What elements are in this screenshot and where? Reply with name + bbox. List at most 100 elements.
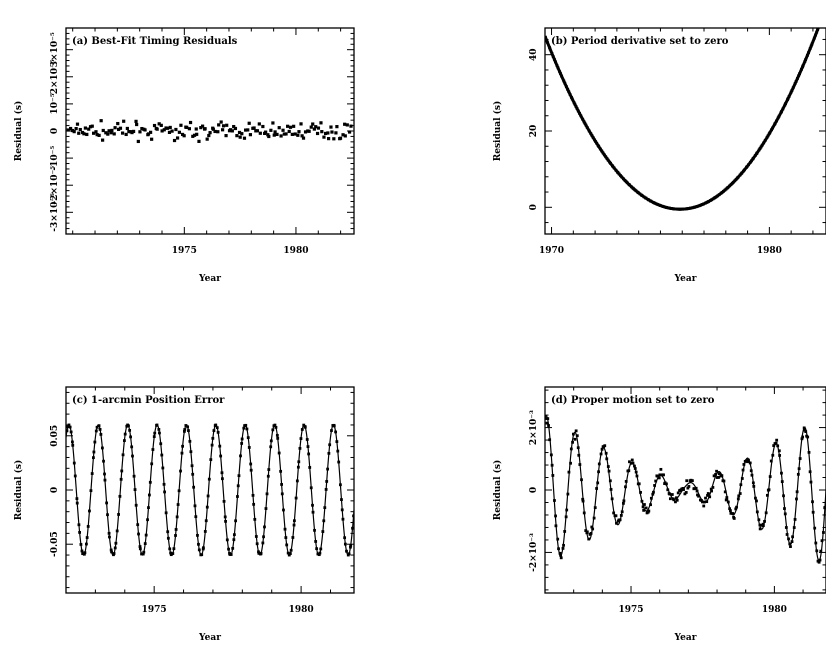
data-point xyxy=(775,438,779,442)
data-point xyxy=(773,122,777,126)
data-point xyxy=(780,480,784,484)
data-point xyxy=(554,524,558,528)
series-b xyxy=(545,28,820,211)
data-point xyxy=(199,126,203,130)
data-point xyxy=(589,532,593,535)
data-point xyxy=(604,155,608,159)
data-point xyxy=(102,459,105,463)
data-point xyxy=(319,121,323,125)
data-point xyxy=(230,129,234,133)
data-point xyxy=(88,509,91,513)
data-point xyxy=(157,428,161,431)
data-point xyxy=(784,526,788,529)
data-point xyxy=(605,457,609,461)
data-point xyxy=(644,196,648,200)
data-point xyxy=(775,119,778,123)
data-point xyxy=(714,473,718,476)
y-tick-label: 0 xyxy=(50,128,60,134)
data-point xyxy=(800,67,803,71)
data-point xyxy=(747,458,750,462)
data-point xyxy=(110,128,114,133)
data-point xyxy=(796,472,800,476)
data-point xyxy=(634,189,638,193)
data-point xyxy=(733,179,737,183)
data-point xyxy=(766,134,770,138)
data-point xyxy=(78,531,82,534)
data-point xyxy=(693,205,696,209)
data-point xyxy=(327,451,331,455)
series-a xyxy=(66,119,353,144)
data-point xyxy=(702,504,706,508)
data-point xyxy=(312,127,316,131)
data-point xyxy=(774,441,778,445)
data-point xyxy=(575,434,579,438)
data-point xyxy=(140,126,144,131)
data-point xyxy=(338,136,343,140)
data-point xyxy=(212,429,216,432)
data-point xyxy=(208,131,212,135)
data-point xyxy=(123,439,126,443)
panel-title: (a) Best-Fit Timing Residuals xyxy=(72,36,238,47)
data-point xyxy=(545,421,549,425)
data-point xyxy=(338,483,342,487)
data-point xyxy=(221,477,224,481)
data-point xyxy=(334,430,338,434)
data-point xyxy=(108,535,111,539)
data-point xyxy=(770,128,773,132)
data-point xyxy=(599,452,603,456)
data-point xyxy=(706,494,709,497)
data-point xyxy=(563,81,567,85)
data-point xyxy=(91,131,96,135)
data-point xyxy=(271,121,275,125)
data-point xyxy=(222,499,226,503)
data-point xyxy=(66,128,70,132)
data-point xyxy=(351,526,354,530)
data-point xyxy=(634,470,638,474)
data-point xyxy=(128,428,132,432)
data-point xyxy=(287,129,291,134)
data-point xyxy=(726,500,730,504)
data-point xyxy=(547,424,550,427)
data-point xyxy=(249,468,253,472)
data-point xyxy=(573,102,577,106)
data-point xyxy=(175,515,179,519)
data-point xyxy=(274,425,278,429)
data-point xyxy=(349,543,353,547)
data-point xyxy=(687,207,691,210)
data-point xyxy=(99,433,103,436)
data-point xyxy=(597,470,600,474)
data-point xyxy=(803,428,806,432)
data-point xyxy=(565,508,569,512)
data-point xyxy=(157,122,161,126)
data-point xyxy=(148,480,152,484)
data-point xyxy=(656,474,659,478)
data-point xyxy=(797,74,801,78)
data-point xyxy=(118,494,122,498)
data-point xyxy=(297,460,301,464)
data-point xyxy=(144,533,148,537)
data-point xyxy=(562,543,565,547)
data-point xyxy=(809,480,813,484)
y-tick-label: -2×10⁻⁵ xyxy=(50,166,60,205)
data-point xyxy=(71,443,75,447)
data-point xyxy=(94,429,98,433)
data-point xyxy=(75,122,80,126)
data-point xyxy=(207,133,211,138)
data-point xyxy=(235,134,239,138)
panel-title: (d) Proper motion set to zero xyxy=(551,395,715,406)
data-point xyxy=(639,491,642,494)
data-point xyxy=(115,529,119,533)
y-tick-label: -3×10⁻⁵ xyxy=(50,193,60,232)
series-c xyxy=(66,423,354,557)
data-point xyxy=(282,132,286,136)
data-point xyxy=(288,125,293,129)
data-point xyxy=(121,453,125,457)
data-point xyxy=(545,417,548,420)
data-point xyxy=(134,503,138,507)
data-point xyxy=(72,461,76,465)
data-point xyxy=(142,550,146,554)
data-point xyxy=(566,88,570,91)
data-point xyxy=(556,537,560,541)
data-point xyxy=(101,128,105,133)
data-point xyxy=(112,132,116,136)
